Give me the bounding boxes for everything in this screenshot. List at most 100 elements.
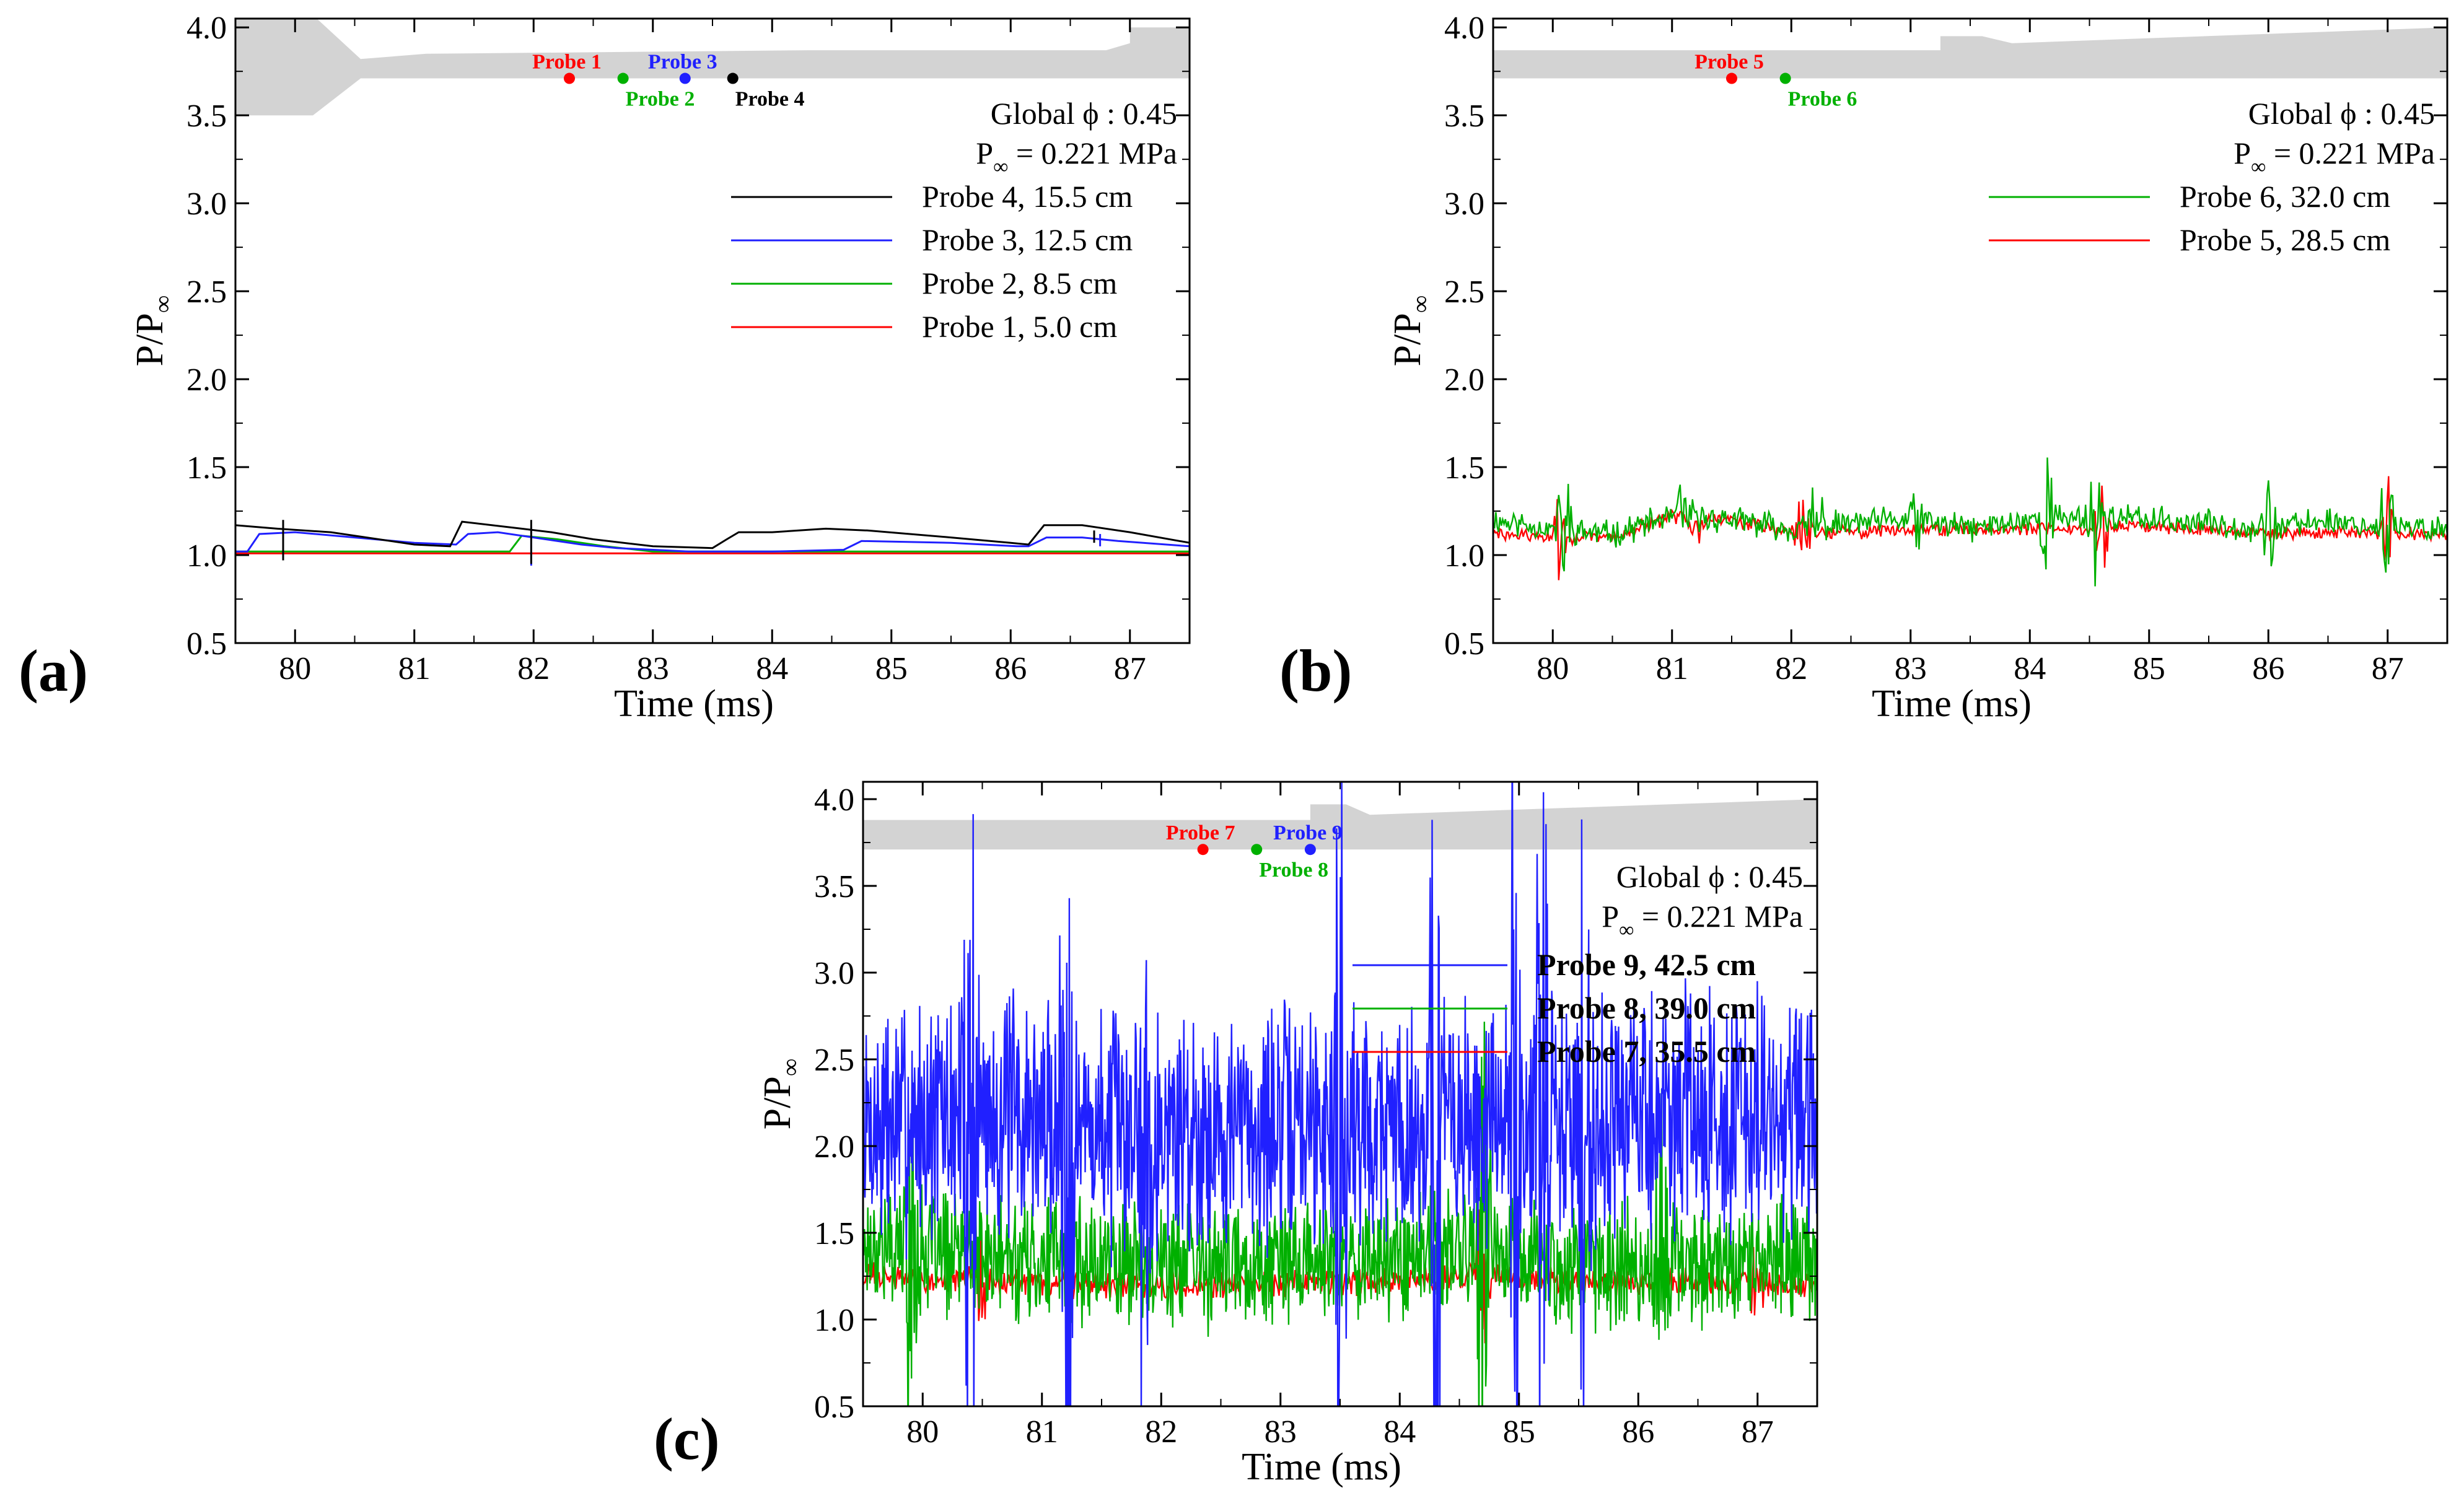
geometry-inset	[235, 19, 1190, 116]
y-axis-label: P/P∞	[756, 1059, 804, 1130]
annotation-p-sub: ∞	[1619, 919, 1634, 942]
annotation-p-main: P	[1602, 899, 1619, 934]
x-tick-label: 80	[1537, 651, 1569, 686]
annotation-p-main: P	[976, 136, 993, 170]
probe-marker-label: Probe 4	[735, 88, 805, 111]
x-tick-label: 82	[1775, 651, 1807, 686]
panel-label: (c)	[654, 1406, 720, 1472]
data-series-group	[235, 520, 1190, 566]
probe-marker-dot	[1304, 844, 1316, 856]
legend-label: Probe 8, 39.0 cm	[1537, 991, 1756, 1025]
y-tick-label: 2.0	[814, 1129, 854, 1165]
x-tick-label: 85	[1503, 1414, 1535, 1450]
x-tick-label: 85	[2133, 651, 2165, 686]
y-tick-label: 3.0	[1444, 186, 1484, 222]
probe-marker-dot	[1726, 72, 1737, 84]
geometry-inset	[1493, 27, 2447, 79]
legend-label: Probe 6, 32.0 cm	[2180, 179, 2390, 214]
annotation-p-inf: P∞ = 0.221 MPa	[1602, 899, 1803, 942]
probe-marker-label: Probe 9	[1273, 821, 1343, 844]
probe-marker-dot	[1779, 72, 1791, 84]
y-axis-label-sub: ∞	[149, 296, 177, 313]
x-tick-label: 83	[637, 651, 669, 686]
y-tick-label: 3.5	[814, 869, 854, 904]
probe-marker-dot	[1197, 844, 1209, 856]
legend-label: Probe 4, 15.5 cm	[922, 179, 1133, 214]
legend-label: Probe 3, 12.5 cm	[922, 222, 1133, 257]
y-tick-label: 1.0	[1444, 538, 1484, 574]
y-tick-label: 3.0	[814, 956, 854, 991]
probe-marker-label: Probe 1	[532, 51, 602, 74]
annotation-p-rest: = 0.221 MPa	[1634, 899, 1803, 934]
x-tick-label: 80	[906, 1414, 939, 1450]
x-tick-label: 82	[517, 651, 550, 686]
x-tick-label: 85	[875, 651, 908, 686]
x-axis-label: Time (ms)	[1872, 683, 2032, 725]
probe-marker-label: Probe 3	[648, 51, 717, 74]
legend-label: Probe 1, 5.0 cm	[922, 309, 1117, 344]
probe-marker-dot	[679, 72, 691, 84]
x-axis-label: Time (ms)	[614, 683, 774, 725]
x-tick-label: 84	[1383, 1414, 1416, 1450]
probe-marker-dot	[1251, 844, 1263, 856]
probe-marker-label: Probe 6	[1788, 88, 1857, 111]
y-tick-label: 1.0	[186, 538, 227, 574]
y-axis-label-main: P/P	[756, 1076, 799, 1129]
legend-label: Probe 5, 28.5 cm	[2180, 222, 2390, 257]
x-tick-label: 81	[398, 651, 431, 686]
y-tick-label: 1.5	[1444, 450, 1484, 486]
annotation-global-phi: Global ϕ : 0.45	[991, 96, 1177, 131]
y-tick-label: 2.5	[1444, 274, 1484, 310]
annotation-p-sub: ∞	[2251, 155, 2266, 178]
x-tick-label: 86	[1622, 1414, 1654, 1450]
y-axis-label: P/P∞	[129, 296, 177, 367]
probe-marker-dot	[727, 72, 739, 84]
x-tick-label: 80	[279, 651, 311, 686]
x-tick-label: 81	[1656, 651, 1688, 686]
y-tick-label: 4.0	[186, 11, 227, 46]
y-tick-label: 1.5	[186, 450, 227, 486]
panel-label: (b)	[1279, 637, 1352, 704]
panel-b: 80 81 82 83 84 85 86 87 0.5 1.0 1.5 2.0 2.5 3.0 3.5 4.0…	[1279, 11, 2449, 725]
x-tick-label: 84	[756, 651, 788, 686]
y-tick-label: 0.5	[186, 626, 227, 662]
y-tick-label: 0.5	[1444, 626, 1484, 662]
x-tick-label: 86	[2252, 651, 2284, 686]
y-axis-label-sub: ∞	[1406, 296, 1434, 313]
panel-a: 80 81 82 83 84 85 86 87 0.5 1.0 1.5 2.0 2.5 3.0 3.5 4.0…	[19, 11, 1191, 725]
y-tick-label: 1.5	[814, 1216, 854, 1251]
x-tick-label: 84	[2014, 651, 2046, 686]
x-tick-label: 86	[994, 651, 1027, 686]
panel-label: (a)	[19, 637, 88, 704]
annotation-p-inf: P∞ = 0.221 MPa	[2234, 136, 2435, 178]
legend-label: Probe 9, 42.5 cm	[1537, 947, 1756, 982]
y-tick-label: 4.0	[1444, 11, 1484, 46]
annotation-global-phi: Global ϕ : 0.45	[1616, 859, 1803, 894]
y-tick-label: 3.0	[186, 186, 227, 222]
y-tick-label: 1.0	[814, 1303, 854, 1338]
annotation-global-phi: Global ϕ : 0.45	[2248, 96, 2435, 131]
x-tick-label: 83	[1895, 651, 1927, 686]
probe-marker-label: Probe 8	[1259, 859, 1328, 882]
y-axis-label: P/P∞	[1387, 296, 1434, 367]
y-axis-label-sub: ∞	[776, 1059, 804, 1077]
probe-marker-label: Probe 2	[626, 88, 695, 111]
series-line-1	[1493, 457, 2447, 587]
legend-label: Probe 2, 8.5 cm	[922, 266, 1117, 300]
y-tick-label: 0.5	[814, 1390, 854, 1425]
x-tick-label: 81	[1026, 1414, 1058, 1450]
annotation-p-inf: P∞ = 0.221 MPa	[976, 136, 1177, 178]
annotation-p-sub: ∞	[993, 155, 1008, 178]
y-axis-label-main: P/P	[1387, 313, 1429, 366]
y-tick-label: 3.5	[1444, 99, 1484, 134]
geometry-inset	[863, 799, 1817, 850]
series-line-2	[235, 531, 1190, 553]
y-tick-label: 2.5	[186, 274, 227, 310]
y-axis-label-main: P/P	[129, 313, 171, 366]
probe-marker-dot	[564, 72, 575, 84]
series-line-1	[235, 520, 1190, 549]
y-tick-label: 2.0	[1444, 362, 1484, 398]
x-tick-label: 83	[1265, 1414, 1297, 1450]
y-tick-label: 4.0	[814, 782, 854, 818]
